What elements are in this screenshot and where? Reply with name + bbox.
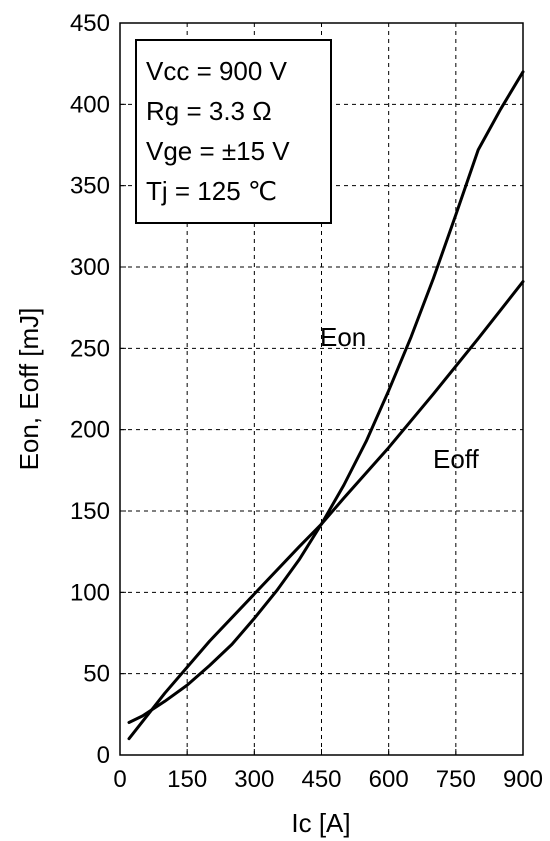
condition-tj: Tj = 125 ℃: [146, 176, 277, 206]
x-tick-label: 0: [113, 766, 126, 793]
condition-vge: Vge = ±15 V: [146, 136, 290, 166]
y-tick-label: 100: [70, 579, 110, 606]
x-tick-label: 450: [301, 766, 341, 793]
y-tick-label: 250: [70, 335, 110, 362]
x-tick-label: 750: [436, 766, 476, 793]
y-tick-label: 200: [70, 417, 110, 444]
x-tick-label: 300: [234, 766, 274, 793]
condition-rg: Rg = 3.3 Ω: [146, 96, 272, 126]
series-line-eoff: [127, 280, 525, 741]
y-tick-label: 50: [83, 661, 110, 688]
series-label-eon: Eon: [320, 322, 366, 352]
y-tick-label: 0: [97, 742, 110, 769]
y-tick-label: 300: [70, 254, 110, 281]
series-label-eoff: Eoff: [433, 444, 480, 474]
y-tick-label: 450: [70, 10, 110, 37]
y-tick-label: 150: [70, 498, 110, 525]
series-layer: [127, 70, 525, 741]
x-tick-label: 600: [369, 766, 409, 793]
tick-layer: 0 150 300 450 600 750 900 0 50 100 150 200 250 300 350…: [70, 10, 543, 793]
y-tick-label: 400: [70, 91, 110, 118]
x-tick-label: 900: [503, 766, 543, 793]
x-tick-label: 150: [167, 766, 207, 793]
condition-vcc: Vcc = 900 V: [146, 56, 288, 86]
y-tick-label: 350: [70, 173, 110, 200]
x-axis-label: Ic [A]: [291, 808, 350, 838]
conditions-box: Vcc = 900 V Rg = 3.3 Ω Vge = ±15 V Tj = …: [135, 39, 332, 224]
y-axis-label: Eon, Eoff [mJ]: [14, 308, 44, 471]
conditions-box-frame: [135, 39, 332, 224]
